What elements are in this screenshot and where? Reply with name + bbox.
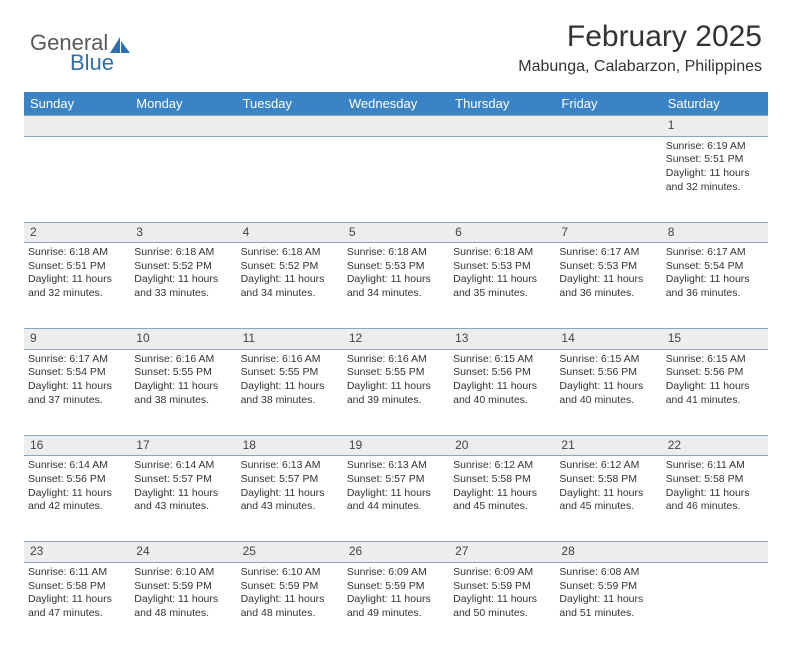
- day-cell: [343, 136, 449, 222]
- day-cell: Sunrise: 6:10 AM Sunset: 5:59 PM Dayligh…: [130, 562, 236, 648]
- day-number: 7: [555, 222, 661, 243]
- day-number: 9: [24, 329, 130, 350]
- weekday-header: Tuesday: [237, 92, 343, 116]
- day-number: 21: [555, 435, 661, 456]
- calendar-table: Sunday Monday Tuesday Wednesday Thursday…: [24, 92, 768, 648]
- day-cell: Sunrise: 6:18 AM Sunset: 5:53 PM Dayligh…: [343, 243, 449, 329]
- day-number: 20: [449, 435, 555, 456]
- day-number: 27: [449, 542, 555, 563]
- day-cell: [130, 136, 236, 222]
- day-cell: [449, 136, 555, 222]
- day-cell: Sunrise: 6:15 AM Sunset: 5:56 PM Dayligh…: [662, 349, 768, 435]
- day-cell: Sunrise: 6:13 AM Sunset: 5:57 PM Dayligh…: [343, 456, 449, 542]
- day-cell: Sunrise: 6:19 AM Sunset: 5:51 PM Dayligh…: [662, 136, 768, 222]
- weekday-header: Saturday: [662, 92, 768, 116]
- weekday-header: Wednesday: [343, 92, 449, 116]
- day-cell: Sunrise: 6:15 AM Sunset: 5:56 PM Dayligh…: [449, 349, 555, 435]
- logo: GeneralBlue: [30, 30, 132, 76]
- day-number: 11: [237, 329, 343, 350]
- day-cell: Sunrise: 6:09 AM Sunset: 5:59 PM Dayligh…: [343, 562, 449, 648]
- day-cell: Sunrise: 6:11 AM Sunset: 5:58 PM Dayligh…: [662, 456, 768, 542]
- day-number: [343, 116, 449, 137]
- day-number: 14: [555, 329, 661, 350]
- weekday-header-row: Sunday Monday Tuesday Wednesday Thursday…: [24, 92, 768, 116]
- day-number: 1: [662, 116, 768, 137]
- day-cell: Sunrise: 6:18 AM Sunset: 5:51 PM Dayligh…: [24, 243, 130, 329]
- day-number: 17: [130, 435, 236, 456]
- day-number: [449, 116, 555, 137]
- day-cell: Sunrise: 6:08 AM Sunset: 5:59 PM Dayligh…: [555, 562, 661, 648]
- day-number: 24: [130, 542, 236, 563]
- weekday-header: Sunday: [24, 92, 130, 116]
- day-number-row: 1: [24, 116, 768, 137]
- weekday-header: Friday: [555, 92, 661, 116]
- day-cell: Sunrise: 6:14 AM Sunset: 5:57 PM Dayligh…: [130, 456, 236, 542]
- day-number: [555, 116, 661, 137]
- day-cell: Sunrise: 6:11 AM Sunset: 5:58 PM Dayligh…: [24, 562, 130, 648]
- day-cell: Sunrise: 6:17 AM Sunset: 5:54 PM Dayligh…: [24, 349, 130, 435]
- day-cell: Sunrise: 6:18 AM Sunset: 5:53 PM Dayligh…: [449, 243, 555, 329]
- day-number: 26: [343, 542, 449, 563]
- weekday-header: Thursday: [449, 92, 555, 116]
- day-cell: Sunrise: 6:10 AM Sunset: 5:59 PM Dayligh…: [237, 562, 343, 648]
- day-number: 13: [449, 329, 555, 350]
- day-number-row: 16171819202122: [24, 435, 768, 456]
- day-number: 28: [555, 542, 661, 563]
- day-number: 19: [343, 435, 449, 456]
- day-cell: [24, 136, 130, 222]
- day-number-row: 9101112131415: [24, 329, 768, 350]
- month-title: February 2025: [518, 20, 762, 54]
- day-number: [130, 116, 236, 137]
- week-row: Sunrise: 6:17 AM Sunset: 5:54 PM Dayligh…: [24, 349, 768, 435]
- day-number: 15: [662, 329, 768, 350]
- day-number-row: 2345678: [24, 222, 768, 243]
- day-cell: Sunrise: 6:18 AM Sunset: 5:52 PM Dayligh…: [130, 243, 236, 329]
- header: GeneralBlue February 2025 Mabunga, Calab…: [0, 0, 792, 84]
- day-cell: Sunrise: 6:17 AM Sunset: 5:54 PM Dayligh…: [662, 243, 768, 329]
- location: Mabunga, Calabarzon, Philippines: [518, 58, 762, 76]
- day-cell: [662, 562, 768, 648]
- title-block: February 2025 Mabunga, Calabarzon, Phili…: [518, 20, 762, 76]
- day-number: 25: [237, 542, 343, 563]
- day-number-row: 232425262728: [24, 542, 768, 563]
- day-number: [662, 542, 768, 563]
- day-cell: Sunrise: 6:16 AM Sunset: 5:55 PM Dayligh…: [130, 349, 236, 435]
- week-row: Sunrise: 6:18 AM Sunset: 5:51 PM Dayligh…: [24, 243, 768, 329]
- weekday-header: Monday: [130, 92, 236, 116]
- day-number: 23: [24, 542, 130, 563]
- day-number: [237, 116, 343, 137]
- day-number: [24, 116, 130, 137]
- day-cell: Sunrise: 6:16 AM Sunset: 5:55 PM Dayligh…: [343, 349, 449, 435]
- day-number: 2: [24, 222, 130, 243]
- day-number: 22: [662, 435, 768, 456]
- day-number: 4: [237, 222, 343, 243]
- week-row: Sunrise: 6:19 AM Sunset: 5:51 PM Dayligh…: [24, 136, 768, 222]
- day-number: 6: [449, 222, 555, 243]
- day-cell: Sunrise: 6:09 AM Sunset: 5:59 PM Dayligh…: [449, 562, 555, 648]
- day-cell: Sunrise: 6:12 AM Sunset: 5:58 PM Dayligh…: [555, 456, 661, 542]
- day-number: 5: [343, 222, 449, 243]
- week-row: Sunrise: 6:14 AM Sunset: 5:56 PM Dayligh…: [24, 456, 768, 542]
- day-cell: Sunrise: 6:16 AM Sunset: 5:55 PM Dayligh…: [237, 349, 343, 435]
- day-number: 8: [662, 222, 768, 243]
- day-cell: Sunrise: 6:15 AM Sunset: 5:56 PM Dayligh…: [555, 349, 661, 435]
- day-number: 10: [130, 329, 236, 350]
- day-cell: Sunrise: 6:12 AM Sunset: 5:58 PM Dayligh…: [449, 456, 555, 542]
- day-cell: Sunrise: 6:17 AM Sunset: 5:53 PM Dayligh…: [555, 243, 661, 329]
- calendar-body: 1Sunrise: 6:19 AM Sunset: 5:51 PM Daylig…: [24, 116, 768, 648]
- week-row: Sunrise: 6:11 AM Sunset: 5:58 PM Dayligh…: [24, 562, 768, 648]
- day-cell: Sunrise: 6:14 AM Sunset: 5:56 PM Dayligh…: [24, 456, 130, 542]
- day-number: 18: [237, 435, 343, 456]
- day-cell: [555, 136, 661, 222]
- logo-text-blue: Blue: [70, 50, 132, 76]
- day-cell: Sunrise: 6:13 AM Sunset: 5:57 PM Dayligh…: [237, 456, 343, 542]
- day-number: 16: [24, 435, 130, 456]
- day-cell: [237, 136, 343, 222]
- day-number: 3: [130, 222, 236, 243]
- day-cell: Sunrise: 6:18 AM Sunset: 5:52 PM Dayligh…: [237, 243, 343, 329]
- day-number: 12: [343, 329, 449, 350]
